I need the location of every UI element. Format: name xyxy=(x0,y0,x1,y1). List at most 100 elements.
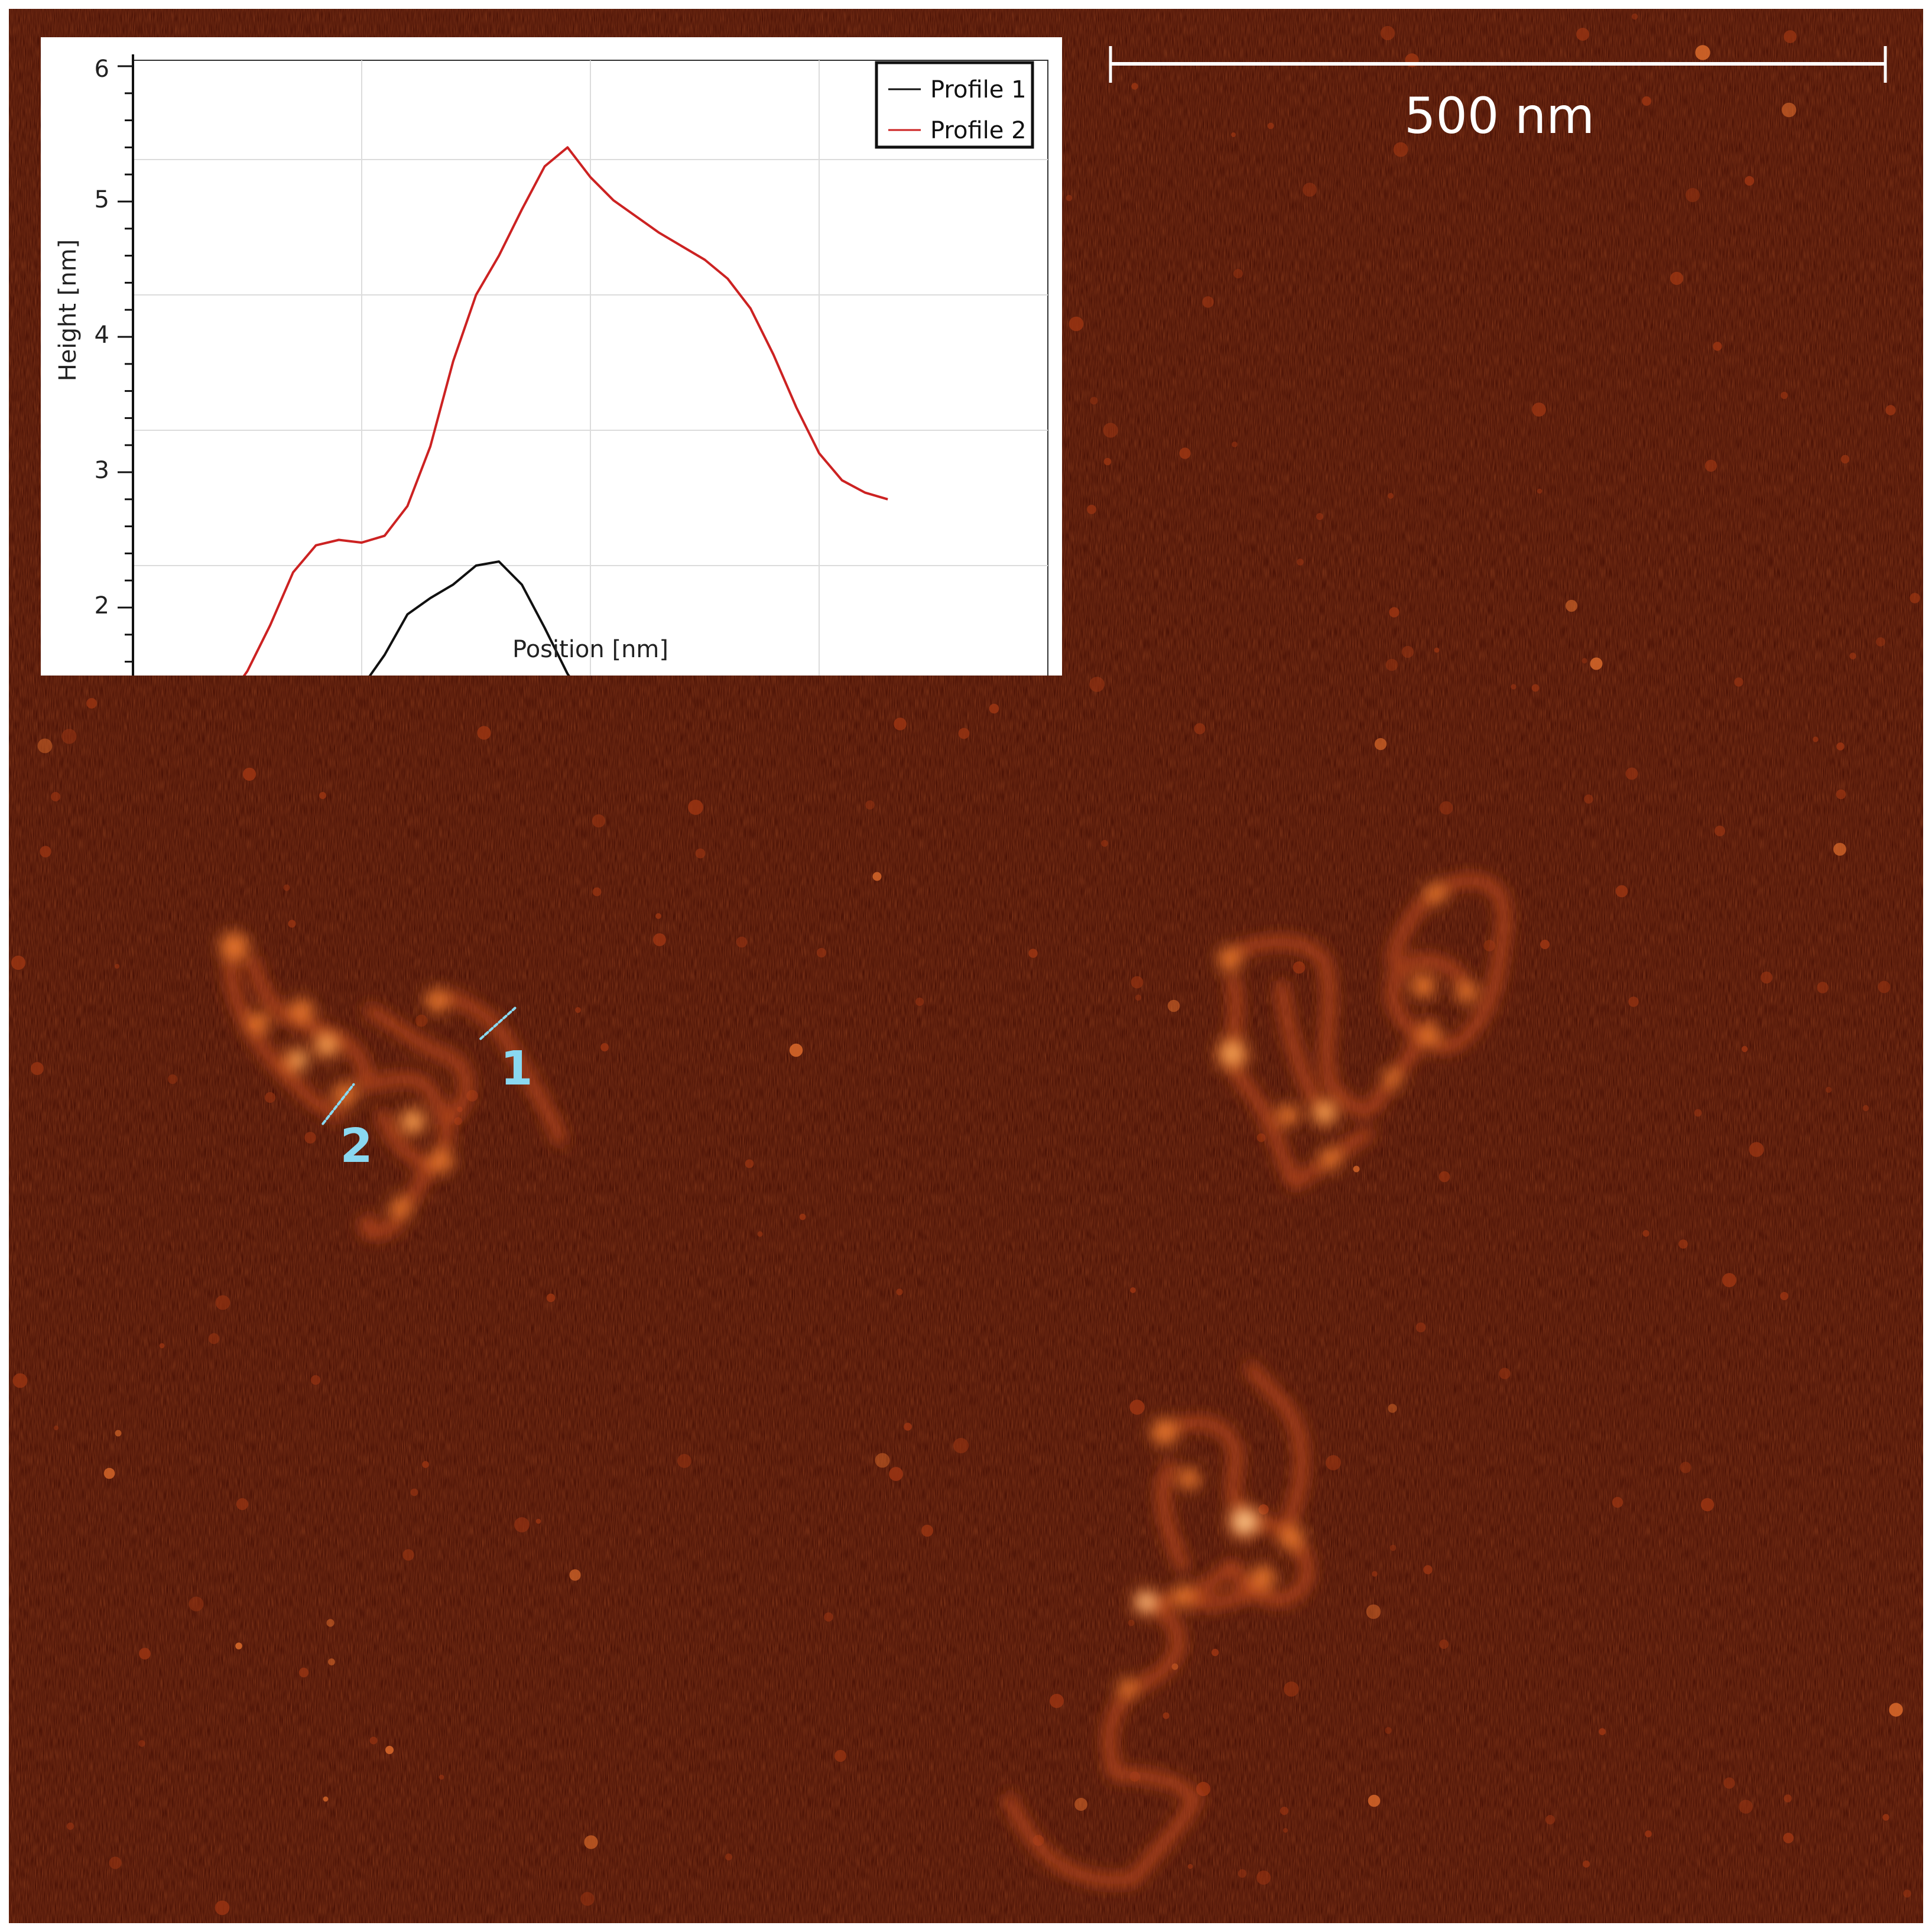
particle-dot xyxy=(328,1658,335,1665)
particle-dot xyxy=(1813,736,1819,742)
particle-dot xyxy=(1780,391,1788,400)
particle-dot xyxy=(1840,454,1850,464)
particle-dot xyxy=(215,1295,230,1310)
profile-marker-1: 1 xyxy=(501,1041,533,1096)
particle-dot xyxy=(1833,843,1846,856)
particle-dot xyxy=(1565,599,1578,612)
particle-dot xyxy=(235,1642,242,1649)
height-profile-chart: 0102030400123456 Position [nm] Height [n… xyxy=(41,37,1062,676)
particle-dot xyxy=(66,1822,74,1830)
particle-dot xyxy=(1187,1863,1193,1869)
particle-dot xyxy=(1715,826,1725,836)
particle-dot xyxy=(1256,1871,1271,1885)
particle-dot xyxy=(1326,1455,1341,1470)
particle-dot xyxy=(1423,1565,1433,1574)
particle-dot xyxy=(1889,1703,1903,1717)
particle-dot xyxy=(1532,402,1546,417)
particle-dot xyxy=(1680,1462,1691,1473)
particle-dot xyxy=(575,1007,581,1013)
particle-dot xyxy=(816,947,827,958)
particle-dot xyxy=(323,1796,329,1802)
particle-dot xyxy=(1385,658,1398,671)
particle-dot xyxy=(1316,513,1323,520)
particle-dot xyxy=(1128,1619,1135,1626)
particle-dot xyxy=(1531,684,1540,692)
particle-dot xyxy=(989,703,999,714)
particle-dot xyxy=(677,1454,691,1468)
particle-dot xyxy=(1695,45,1710,60)
y-tick-label: 5 xyxy=(95,186,109,213)
particle-dot xyxy=(745,1159,754,1168)
particle-dot xyxy=(1283,1828,1288,1833)
particle-dot xyxy=(736,936,748,948)
profile-line-2 xyxy=(322,1083,355,1125)
particle-dot xyxy=(799,1213,806,1220)
particle-dot xyxy=(1760,971,1773,984)
scale-bar-label: 500 nm xyxy=(1404,87,1595,145)
particle-dot xyxy=(1374,738,1387,751)
particle-dot xyxy=(1499,1368,1511,1379)
particle-dot xyxy=(1599,1728,1606,1735)
particle-dot xyxy=(875,1453,890,1468)
particle-dot xyxy=(1167,999,1180,1012)
particle-dot xyxy=(1910,593,1920,603)
particle-dot xyxy=(208,1333,220,1345)
y-tick-label: 3 xyxy=(95,457,109,484)
particle-dot xyxy=(1258,1504,1269,1515)
particle-dot xyxy=(61,729,77,744)
particle-dot xyxy=(1645,1830,1652,1837)
particle-dot xyxy=(725,1853,732,1860)
y-axis-title: Height [nm] xyxy=(54,239,82,381)
particle-dot xyxy=(1401,645,1414,658)
particle-dot xyxy=(1280,1807,1288,1815)
particle-dot xyxy=(1101,840,1108,847)
particle-dot xyxy=(1642,96,1651,106)
particle-dot xyxy=(1089,677,1105,692)
particle-dot xyxy=(1297,559,1304,566)
particle-dot xyxy=(915,997,924,1006)
particle-dot xyxy=(1722,1273,1736,1287)
particle-dot xyxy=(1103,423,1118,438)
particle-dot xyxy=(1069,316,1084,332)
particle-dot xyxy=(1749,1142,1764,1157)
particle-dot xyxy=(1303,183,1317,197)
x-axis-title: Position [nm] xyxy=(512,636,668,663)
particle-dot xyxy=(167,1074,178,1084)
particle-dot xyxy=(1882,1814,1889,1821)
particle-dot xyxy=(600,1043,609,1051)
particle-dot xyxy=(1196,1781,1211,1797)
particle-dot xyxy=(1284,1681,1299,1697)
particle-dot xyxy=(1849,652,1856,660)
particle-dot xyxy=(1694,1109,1702,1117)
particle-dot xyxy=(1878,980,1891,993)
particle-dot xyxy=(653,933,666,946)
chart-series xyxy=(242,146,888,676)
particle-dot xyxy=(1483,940,1495,952)
particle-dot xyxy=(1545,1815,1555,1824)
particle-dot xyxy=(1784,30,1797,43)
particle-dot xyxy=(1293,961,1306,974)
particle-dot xyxy=(1211,1648,1219,1657)
particle-dot xyxy=(1825,1086,1832,1093)
particle-dot xyxy=(264,1092,276,1103)
particle-dot xyxy=(1434,647,1440,653)
particle-dot xyxy=(138,1740,145,1747)
particle-dot xyxy=(1129,1400,1145,1415)
particle-dot xyxy=(103,1467,115,1479)
particle-dot xyxy=(1741,1045,1748,1053)
particle-dot xyxy=(109,1856,122,1869)
particle-dot xyxy=(1389,1544,1397,1551)
particle-dot xyxy=(1876,637,1885,647)
particle-dot xyxy=(1256,1133,1266,1142)
particle-dot xyxy=(1131,976,1144,989)
particle-dot xyxy=(1781,102,1797,118)
molecule-bottom xyxy=(1004,1362,1313,1886)
particle-dot xyxy=(439,1774,444,1780)
particle-dot xyxy=(1615,885,1628,898)
particle-dot xyxy=(1817,982,1829,993)
molecule-right xyxy=(1216,875,1510,1189)
particle-dot xyxy=(1511,684,1517,690)
particle-dot xyxy=(1439,801,1453,815)
particle-dot xyxy=(535,1518,541,1524)
particle-dot xyxy=(1670,271,1684,285)
